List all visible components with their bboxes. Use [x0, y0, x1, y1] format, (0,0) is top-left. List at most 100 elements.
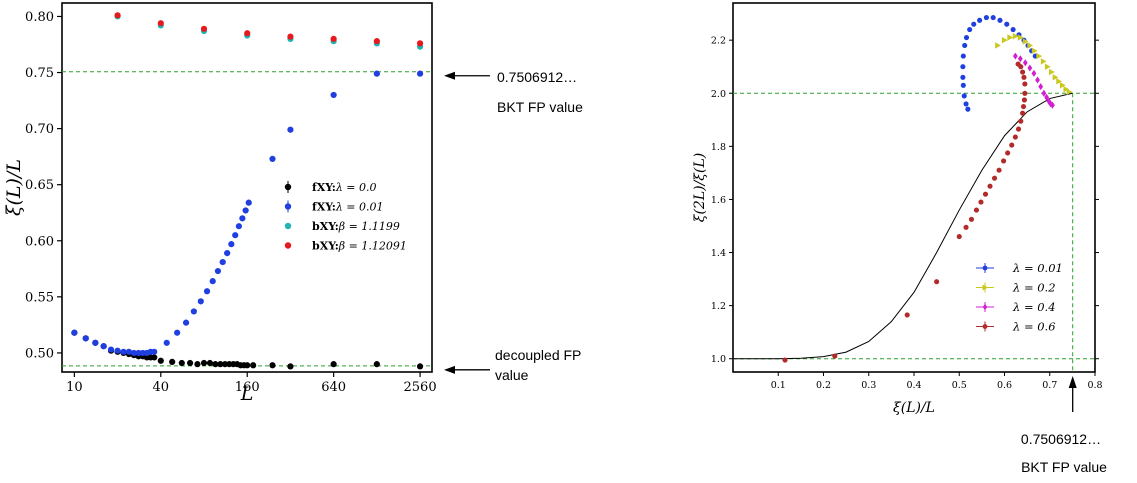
data-point	[1050, 101, 1055, 109]
x-tick-label: 2560	[404, 380, 437, 395]
data-point	[330, 91, 337, 99]
data-point	[1018, 118, 1024, 124]
data-point	[1017, 55, 1023, 63]
data-point	[987, 183, 993, 189]
data-point	[151, 348, 158, 355]
legend: λ = 0.01 λ = 0.2 λ = 0.4 λ = 0.6	[976, 261, 1063, 334]
data-point	[250, 362, 257, 369]
data-point	[1022, 38, 1029, 45]
data-point	[982, 303, 988, 311]
y-tick-label: 0.60	[25, 234, 54, 249]
data-point	[963, 224, 969, 230]
data-point	[200, 25, 208, 32]
y-tick-label: 1.6	[711, 195, 726, 206]
data-point	[245, 199, 252, 206]
data-point	[968, 216, 975, 222]
annotation-arrow-head	[444, 71, 455, 80]
x-tick-label: 10	[66, 380, 83, 395]
series-3	[114, 12, 424, 47]
data-point	[1036, 52, 1043, 60]
data-point	[1012, 32, 1019, 40]
y-axis-title: ξ(L)/L	[3, 159, 25, 216]
legend-label: fXY:λ = 0.01	[312, 201, 384, 214]
legend-marker	[284, 222, 292, 230]
right-axes-frame	[732, 2, 1096, 373]
legend-marker	[284, 183, 292, 191]
series-3	[782, 61, 1028, 363]
data-point	[982, 284, 988, 291]
data-point	[965, 106, 971, 112]
data-point	[71, 329, 78, 336]
legend-label-bold: bXY:	[312, 220, 339, 233]
data-point	[973, 207, 980, 213]
data-point	[182, 319, 190, 326]
data-point	[217, 361, 224, 368]
data-point	[1001, 158, 1007, 164]
data-point	[107, 346, 115, 353]
data-point	[157, 357, 164, 364]
data-point	[904, 312, 910, 318]
data-point	[221, 361, 229, 368]
legend-label: λ = 0.4	[1012, 300, 1056, 314]
data-point	[82, 335, 89, 342]
legend-label: λ = 0.6	[1012, 320, 1056, 334]
x-tick-label: 0.7	[1042, 380, 1057, 391]
data-point	[416, 40, 424, 47]
data-point	[203, 288, 211, 295]
data-point	[1001, 36, 1008, 44]
data-point	[1022, 81, 1028, 87]
data-point	[1035, 76, 1040, 84]
data-point	[125, 348, 133, 355]
data-point	[244, 30, 251, 37]
data-point	[287, 33, 294, 40]
x-tick-label: 0.5	[952, 380, 967, 391]
data-point	[178, 359, 185, 367]
y-tick-label: 2.2	[711, 36, 726, 47]
y-tick-label: 0.80	[25, 10, 54, 25]
data-point	[1049, 68, 1055, 76]
data-point	[1027, 64, 1033, 72]
data-point	[832, 353, 838, 359]
legend-marker	[284, 242, 292, 249]
data-point	[206, 359, 214, 367]
y-tick-label: 1.2	[711, 301, 726, 312]
data-point	[151, 354, 158, 361]
data-point	[130, 349, 138, 357]
annotation-label: 0.7506912…	[497, 69, 577, 85]
series-2	[1012, 52, 1055, 109]
data-point	[174, 329, 181, 336]
data-point	[982, 324, 988, 329]
x-tick-label: 40	[153, 380, 170, 395]
data-point	[1015, 126, 1022, 132]
x-axis-title: ξ(L)/L	[893, 400, 935, 416]
data-point	[960, 53, 966, 59]
data-point	[1022, 90, 1028, 96]
data-point	[157, 20, 164, 27]
data-point	[1044, 63, 1051, 70]
data-point	[416, 363, 424, 370]
data-point	[1044, 93, 1049, 101]
y-tick-label: 0.75	[25, 66, 54, 81]
data-point	[186, 359, 194, 367]
data-point	[1007, 34, 1014, 41]
y-tick-label: 0.55	[25, 290, 54, 305]
data-point	[960, 74, 966, 80]
data-point	[961, 93, 967, 99]
data-point	[1056, 78, 1062, 85]
x-tick-label: 0.2	[816, 380, 831, 391]
legend-label: fXY:λ = 0.0	[312, 181, 377, 194]
data-point	[1027, 42, 1034, 49]
data-point	[163, 339, 170, 346]
data-point	[242, 207, 249, 214]
x-tick-label: 0.6	[997, 380, 1012, 391]
x-tick-label: 0.3	[861, 380, 876, 391]
data-point	[373, 38, 380, 45]
data-point	[330, 361, 337, 368]
data-point	[977, 17, 983, 23]
data-point	[1010, 26, 1016, 33]
data-point	[978, 199, 984, 205]
legend-marker	[284, 203, 292, 210]
x-tick-label: 640	[321, 380, 346, 395]
legend-label: λ = 0.01	[1012, 261, 1063, 275]
